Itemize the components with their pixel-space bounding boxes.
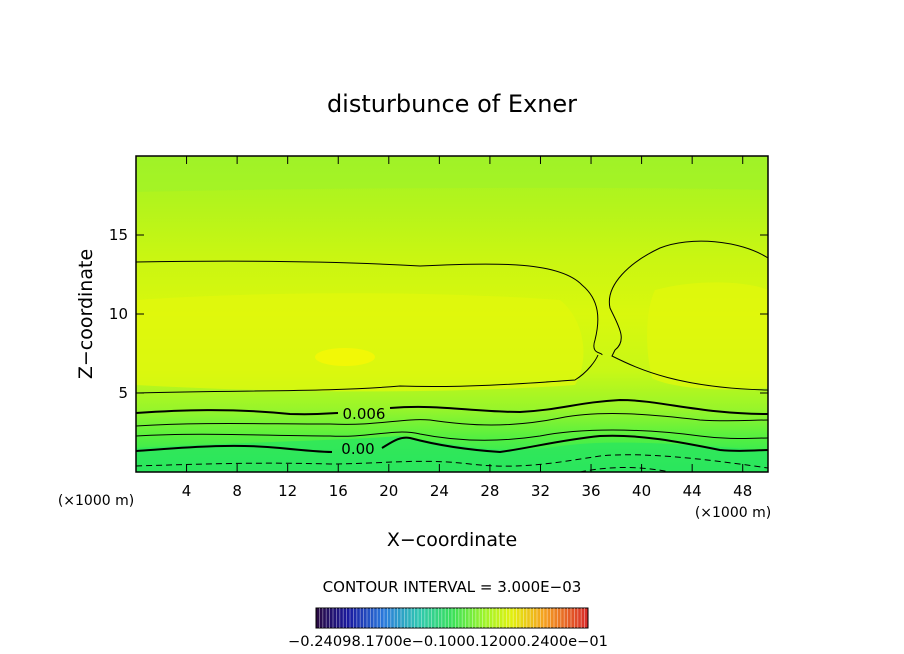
green-band-top — [136, 156, 768, 192]
colorbar — [315, 607, 589, 629]
yellow-core — [315, 348, 375, 366]
y-axis-ticks: 5 10 15 — [109, 226, 768, 402]
bright-green-bottom — [136, 436, 768, 472]
chart-title: disturbunce of Exner — [327, 90, 577, 118]
x-axis-label: X−coordinate — [387, 529, 517, 551]
colorbar-stripes — [318, 608, 585, 628]
y-tick-label: 15 — [109, 226, 128, 244]
y-axis-label: Z−coordinate — [75, 249, 97, 379]
contour-line-upper-left — [136, 354, 599, 394]
x-tick-label: 8 — [232, 482, 242, 500]
x-tick-label: 44 — [683, 482, 702, 500]
x-tick-label: 12 — [278, 482, 297, 500]
x-tick-label: 16 — [329, 482, 348, 500]
x-tick-label: 28 — [480, 482, 499, 500]
x-tick-label: 36 — [581, 482, 600, 500]
x-tick-label: 4 — [182, 482, 192, 500]
contour-line-dashed-small — [579, 467, 671, 472]
colorbar-labels: −0.24098.1700e−0.1000.12000.2400e−01 — [288, 634, 608, 650]
yellow-region-right — [647, 282, 768, 390]
contour-line-0.00 — [136, 434, 768, 454]
y-tick-label: 5 — [118, 384, 128, 402]
x-axis-ticks: 4 8 12 16 20 24 28 32 36 40 44 48 — [182, 156, 752, 500]
contour-interval-text: CONTOUR INTERVAL = 3.000E−03 — [323, 578, 582, 596]
contour-line-dashed — [136, 454, 768, 469]
contour-line-0.006 — [136, 398, 768, 416]
x-tick-label: 24 — [430, 482, 449, 500]
y-tick-label: 10 — [109, 305, 128, 323]
x-tick-label: 40 — [632, 482, 651, 500]
yellow-region-left — [136, 293, 584, 392]
contour-label-0.00: 0.00 — [341, 440, 374, 458]
contour-line-mid — [136, 413, 768, 427]
contour-line-upper — [136, 260, 603, 356]
x-unit-label: (×1000 m) — [695, 505, 771, 521]
contour-label-0.006: 0.006 — [343, 405, 386, 423]
x-tick-label: 48 — [733, 482, 752, 500]
contour-line-upper-right — [608, 240, 768, 391]
x-tick-label: 32 — [531, 482, 550, 500]
x-tick-label: 20 — [379, 482, 398, 500]
z-unit-label: (×1000 m) — [58, 493, 134, 509]
plot-area — [136, 156, 768, 472]
contour-line-low — [136, 429, 768, 441]
